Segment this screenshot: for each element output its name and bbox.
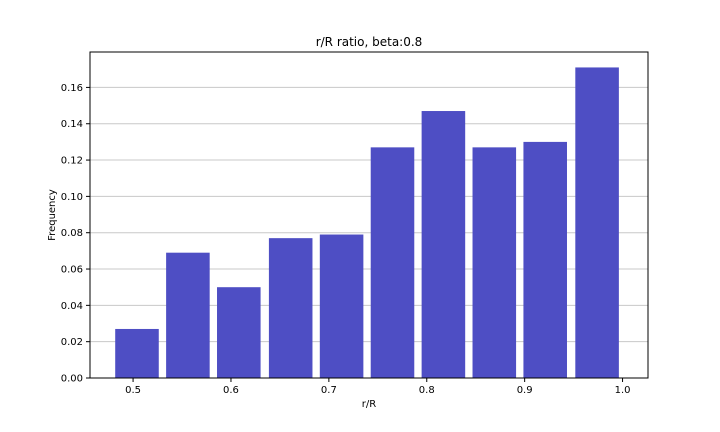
x-tick-label: 0.6 [223, 385, 239, 396]
y-tick-label: 0.12 [61, 156, 83, 167]
bar-3 [217, 287, 261, 378]
bars [115, 67, 619, 379]
bar-5 [319, 234, 364, 378]
x-tick-label: 0.7 [321, 385, 337, 396]
x-axis-ticks: 0.5 0.6 0.7 0.8 0.9 1.0 [125, 378, 631, 396]
y-axis-ticks: 0.00 0.02 0.04 0.06 0.08 0.10 0.12 0.14 0.16 [61, 83, 90, 385]
x-tick-label: 1.0 [615, 385, 631, 396]
y-tick-label: 0.02 [61, 337, 83, 348]
plot-frame [89, 51, 649, 379]
bar-2 [166, 252, 210, 378]
y-tick-label: 0.06 [61, 265, 83, 276]
y-tick-label: 0.14 [61, 119, 83, 130]
x-tick-label: 0.9 [517, 385, 533, 396]
bar-4 [268, 238, 313, 378]
x-axis-label: r/R [362, 399, 376, 410]
bar-8 [472, 147, 517, 378]
bar-9 [523, 141, 567, 378]
bar-7 [421, 111, 466, 378]
chart-title: r/R ratio, beta:0.8 [316, 35, 423, 49]
y-tick-label: 0.10 [61, 192, 83, 203]
bar-6 [370, 147, 415, 378]
bar-10 [575, 67, 619, 379]
bar-1 [115, 328, 159, 378]
x-tick-label: 0.8 [419, 385, 435, 396]
y-tick-label: 0.08 [61, 228, 83, 239]
y-axis-label: Frequency [47, 189, 58, 241]
x-tick-label: 0.5 [125, 385, 141, 396]
y-tick-label: 0.00 [61, 374, 83, 385]
y-tick-label: 0.16 [61, 83, 83, 94]
y-tick-label: 0.04 [61, 301, 83, 312]
